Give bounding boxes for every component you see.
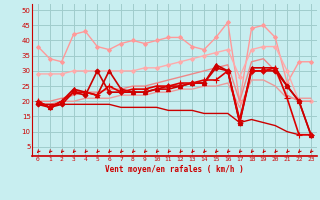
- X-axis label: Vent moyen/en rafales ( km/h ): Vent moyen/en rafales ( km/h ): [105, 165, 244, 174]
